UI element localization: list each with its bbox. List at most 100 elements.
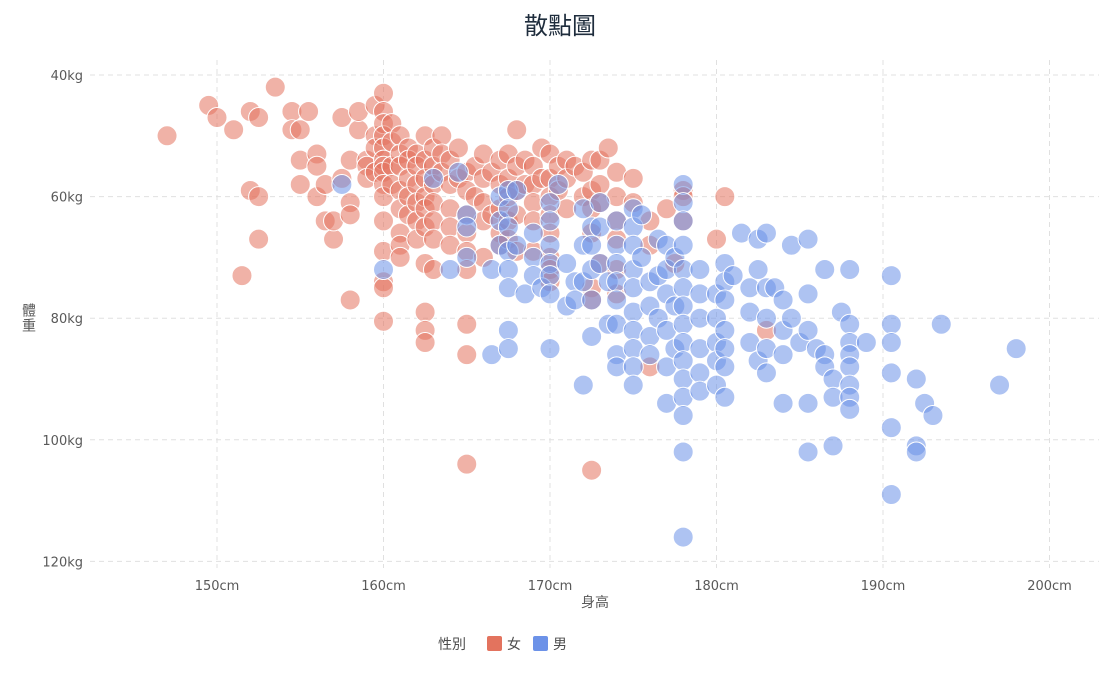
data-point[interactable] <box>298 100 320 122</box>
data-point[interactable] <box>539 265 561 287</box>
data-point[interactable] <box>447 161 469 183</box>
data-point[interactable] <box>922 404 944 426</box>
data-point[interactable] <box>414 301 436 323</box>
data-point[interactable] <box>506 119 528 141</box>
data-point[interactable] <box>714 186 736 208</box>
data-point[interactable] <box>231 265 253 287</box>
data-point[interactable] <box>289 173 311 195</box>
data-point[interactable] <box>522 222 544 244</box>
data-point[interactable] <box>672 234 694 256</box>
data-point[interactable] <box>539 210 561 232</box>
data-point[interactable] <box>373 210 394 232</box>
data-point[interactable] <box>989 374 1011 396</box>
data-point[interactable] <box>622 374 644 396</box>
data-point[interactable] <box>755 362 777 384</box>
data-point[interactable] <box>839 313 861 335</box>
data-point[interactable] <box>248 107 270 129</box>
data-point[interactable] <box>880 362 902 384</box>
data-point[interactable] <box>339 289 361 311</box>
data-point[interactable] <box>672 350 694 372</box>
data-point[interactable] <box>1005 338 1027 360</box>
data-point[interactable] <box>905 441 927 463</box>
data-point[interactable] <box>414 332 436 354</box>
data-point[interactable] <box>539 283 561 305</box>
data-point[interactable] <box>880 313 902 335</box>
data-point[interactable] <box>772 289 794 311</box>
data-point[interactable] <box>672 210 694 232</box>
data-point[interactable] <box>439 259 461 281</box>
data-point[interactable] <box>289 119 311 141</box>
data-point[interactable] <box>880 332 902 354</box>
data-point[interactable] <box>672 404 694 426</box>
data-point[interactable] <box>331 173 353 195</box>
data-point[interactable] <box>572 374 594 396</box>
data-point[interactable] <box>373 82 394 104</box>
data-point[interactable] <box>714 289 736 311</box>
data-point[interactable] <box>797 283 819 305</box>
data-point[interactable] <box>797 441 819 463</box>
data-point[interactable] <box>672 526 694 548</box>
data-point[interactable] <box>506 234 528 256</box>
data-point[interactable] <box>772 392 794 414</box>
data-point[interactable] <box>714 319 736 341</box>
data-point[interactable] <box>631 204 653 226</box>
data-point[interactable] <box>797 228 819 250</box>
data-point[interactable] <box>722 265 744 287</box>
data-point[interactable] <box>589 192 611 214</box>
data-point[interactable] <box>389 246 411 268</box>
data-point[interactable] <box>714 356 736 378</box>
data-point[interactable] <box>639 344 661 366</box>
data-point[interactable] <box>880 484 902 506</box>
data-point[interactable] <box>930 313 952 335</box>
data-point[interactable] <box>506 180 528 202</box>
data-point[interactable] <box>156 125 178 147</box>
data-point[interactable] <box>755 222 777 244</box>
data-point[interactable] <box>339 204 361 226</box>
data-point[interactable] <box>822 435 844 457</box>
data-point[interactable] <box>373 277 394 299</box>
data-point[interactable] <box>672 192 694 214</box>
data-point[interactable] <box>772 344 794 366</box>
data-point[interactable] <box>839 356 861 378</box>
data-point[interactable] <box>248 228 270 250</box>
data-point[interactable] <box>855 332 877 354</box>
data-point[interactable] <box>373 259 394 281</box>
data-point[interactable] <box>306 155 328 177</box>
data-point[interactable] <box>880 417 902 439</box>
data-point[interactable] <box>556 252 578 274</box>
legend-item-male[interactable]: 男 <box>533 636 567 653</box>
data-point[interactable] <box>497 338 519 360</box>
data-point[interactable] <box>606 289 628 311</box>
data-point[interactable] <box>581 459 603 481</box>
data-point[interactable] <box>456 313 478 335</box>
data-point[interactable] <box>672 173 694 195</box>
data-point[interactable] <box>797 319 819 341</box>
data-point[interactable] <box>456 216 478 238</box>
data-point[interactable] <box>631 246 653 268</box>
data-point[interactable] <box>581 289 603 311</box>
data-point[interactable] <box>714 338 736 360</box>
data-point[interactable] <box>539 338 561 360</box>
data-point[interactable] <box>597 137 619 159</box>
data-point[interactable] <box>497 259 519 281</box>
data-point[interactable] <box>456 453 478 475</box>
data-point[interactable] <box>547 173 569 195</box>
data-point[interactable] <box>706 228 727 250</box>
data-point[interactable] <box>497 216 519 238</box>
data-point[interactable] <box>672 441 694 463</box>
data-point[interactable] <box>456 344 478 366</box>
data-point[interactable] <box>589 173 611 195</box>
data-point[interactable] <box>497 319 519 341</box>
data-point[interactable] <box>581 325 603 347</box>
data-point[interactable] <box>422 167 444 189</box>
data-point[interactable] <box>431 125 453 147</box>
data-point[interactable] <box>373 310 394 332</box>
data-point[interactable] <box>539 192 561 214</box>
data-point[interactable] <box>264 76 286 98</box>
data-point[interactable] <box>456 246 478 268</box>
data-point[interactable] <box>839 398 861 420</box>
data-point[interactable] <box>497 198 519 220</box>
legend-item-female[interactable]: 女 <box>487 636 521 653</box>
data-point[interactable] <box>323 228 345 250</box>
data-point[interactable] <box>622 356 644 378</box>
